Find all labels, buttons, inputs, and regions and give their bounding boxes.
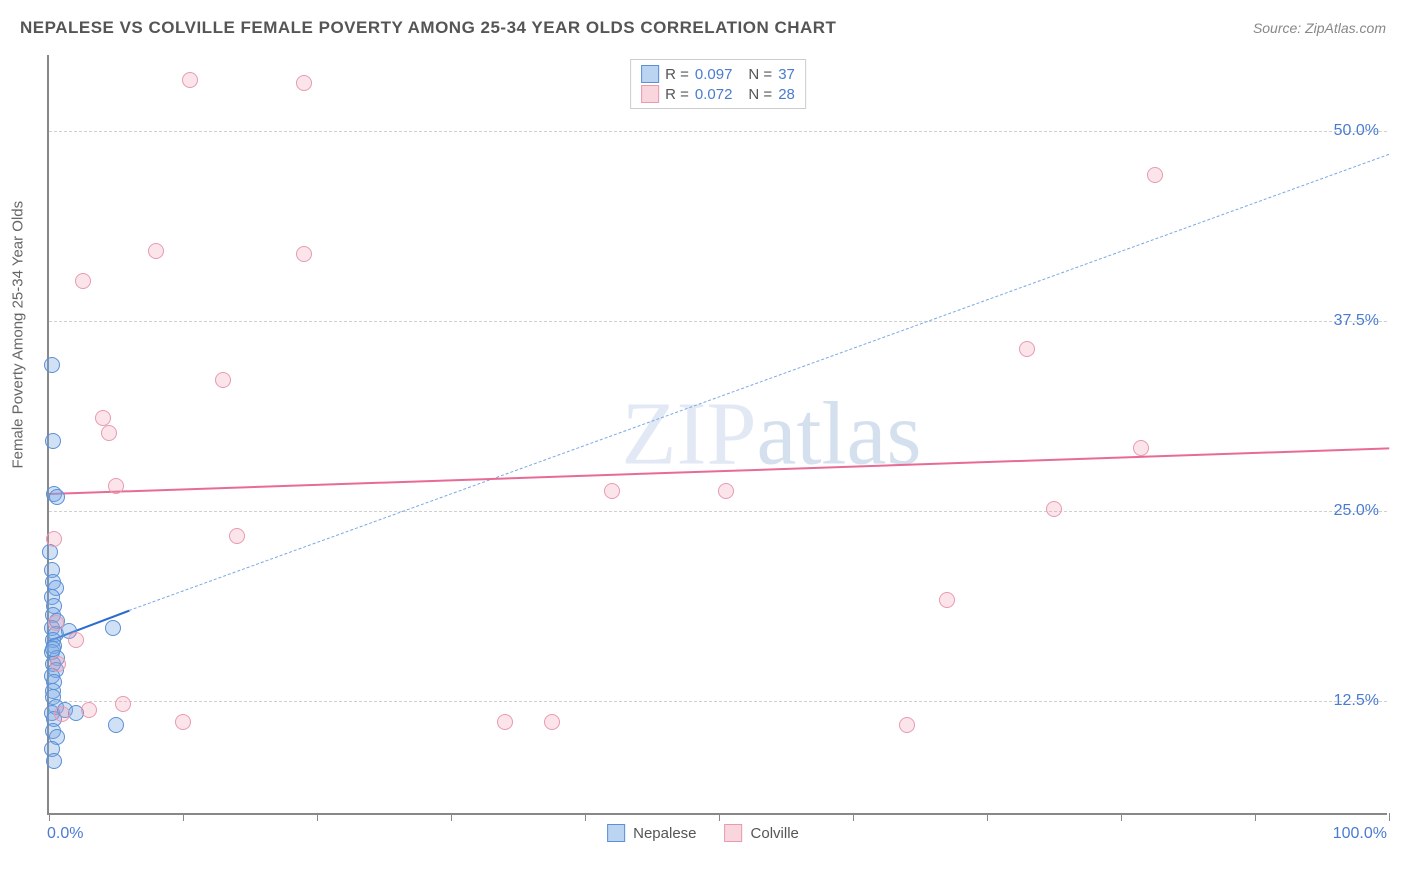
legend-swatch-a [641, 65, 659, 83]
data-point [46, 753, 62, 769]
y-tick-label: 37.5% [1334, 312, 1379, 330]
x-tick [451, 813, 452, 821]
y-tick-label: 12.5% [1334, 692, 1379, 710]
legend-n-value-a: 37 [778, 66, 795, 83]
data-point [46, 531, 62, 547]
legend-correlation: R = 0.097 N = 37 R = 0.072 N = 28 [630, 59, 806, 109]
legend-label-b: Colville [751, 825, 799, 842]
legend-row-a: R = 0.097 N = 37 [641, 64, 795, 84]
data-point [1046, 501, 1062, 517]
legend-n-value-b: 28 [778, 86, 795, 103]
data-point [45, 641, 61, 657]
data-point [101, 425, 117, 441]
x-tick [49, 813, 50, 821]
x-tick [987, 813, 988, 821]
x-tick [1121, 813, 1122, 821]
grid-line [49, 131, 1387, 132]
data-point [50, 656, 66, 672]
data-point [115, 696, 131, 712]
plot-area: ZIPatlas R = 0.097 N = 37 R = 0.072 N = … [47, 55, 1387, 815]
x-tick [1389, 813, 1390, 821]
legend-item-a: Nepalese [607, 824, 696, 842]
x-tick [853, 813, 854, 821]
data-point [497, 714, 513, 730]
legend-r-label-b: R = [665, 86, 689, 103]
legend-n-label-a: N = [748, 66, 772, 83]
x-tick [317, 813, 318, 821]
data-point [45, 433, 61, 449]
data-point [1019, 341, 1035, 357]
data-point [108, 478, 124, 494]
data-point [48, 615, 64, 631]
data-point [718, 483, 734, 499]
x-tick-label-left: 0.0% [47, 825, 83, 843]
data-point [75, 273, 91, 289]
legend-item-b: Colville [725, 824, 799, 842]
legend-n-label-b: N = [748, 86, 772, 103]
legend-r-label-a: R = [665, 66, 689, 83]
data-point [182, 72, 198, 88]
grid-line [49, 511, 1387, 512]
data-point [105, 620, 121, 636]
data-point [81, 702, 97, 718]
y-axis-label: Female Poverty Among 25-34 Year Olds [10, 201, 27, 469]
data-point [175, 714, 191, 730]
legend-label-a: Nepalese [633, 825, 696, 842]
x-tick [719, 813, 720, 821]
x-tick-label-right: 100.0% [1333, 825, 1387, 843]
source-label: Source: ZipAtlas.com [1253, 20, 1386, 36]
data-point [296, 75, 312, 91]
data-point [68, 632, 84, 648]
data-point [148, 243, 164, 259]
x-tick [1255, 813, 1256, 821]
x-tick [183, 813, 184, 821]
title-bar: NEPALESE VS COLVILLE FEMALE POVERTY AMON… [20, 18, 1386, 38]
data-point [49, 489, 65, 505]
grid-line [49, 701, 1387, 702]
legend-series: Nepalese Colville [607, 824, 799, 842]
data-point [899, 717, 915, 733]
x-tick [585, 813, 586, 821]
data-point [604, 483, 620, 499]
data-point [229, 528, 245, 544]
legend-row-b: R = 0.072 N = 28 [641, 84, 795, 104]
data-point [544, 714, 560, 730]
legend-swatch-a-bottom [607, 824, 625, 842]
data-point [939, 592, 955, 608]
data-point [54, 706, 70, 722]
legend-r-value-b: 0.072 [695, 86, 733, 103]
y-tick-label: 50.0% [1334, 122, 1379, 140]
legend-r-value-a: 0.097 [695, 66, 733, 83]
data-point [44, 357, 60, 373]
data-point [296, 246, 312, 262]
data-point [1133, 440, 1149, 456]
trend-line [129, 154, 1389, 611]
y-tick-label: 25.0% [1334, 502, 1379, 520]
legend-swatch-b [641, 85, 659, 103]
grid-line [49, 321, 1387, 322]
data-point [215, 372, 231, 388]
data-point [108, 717, 124, 733]
legend-swatch-b-bottom [725, 824, 743, 842]
data-point [95, 410, 111, 426]
chart-title: NEPALESE VS COLVILLE FEMALE POVERTY AMON… [20, 18, 836, 38]
data-point [1147, 167, 1163, 183]
